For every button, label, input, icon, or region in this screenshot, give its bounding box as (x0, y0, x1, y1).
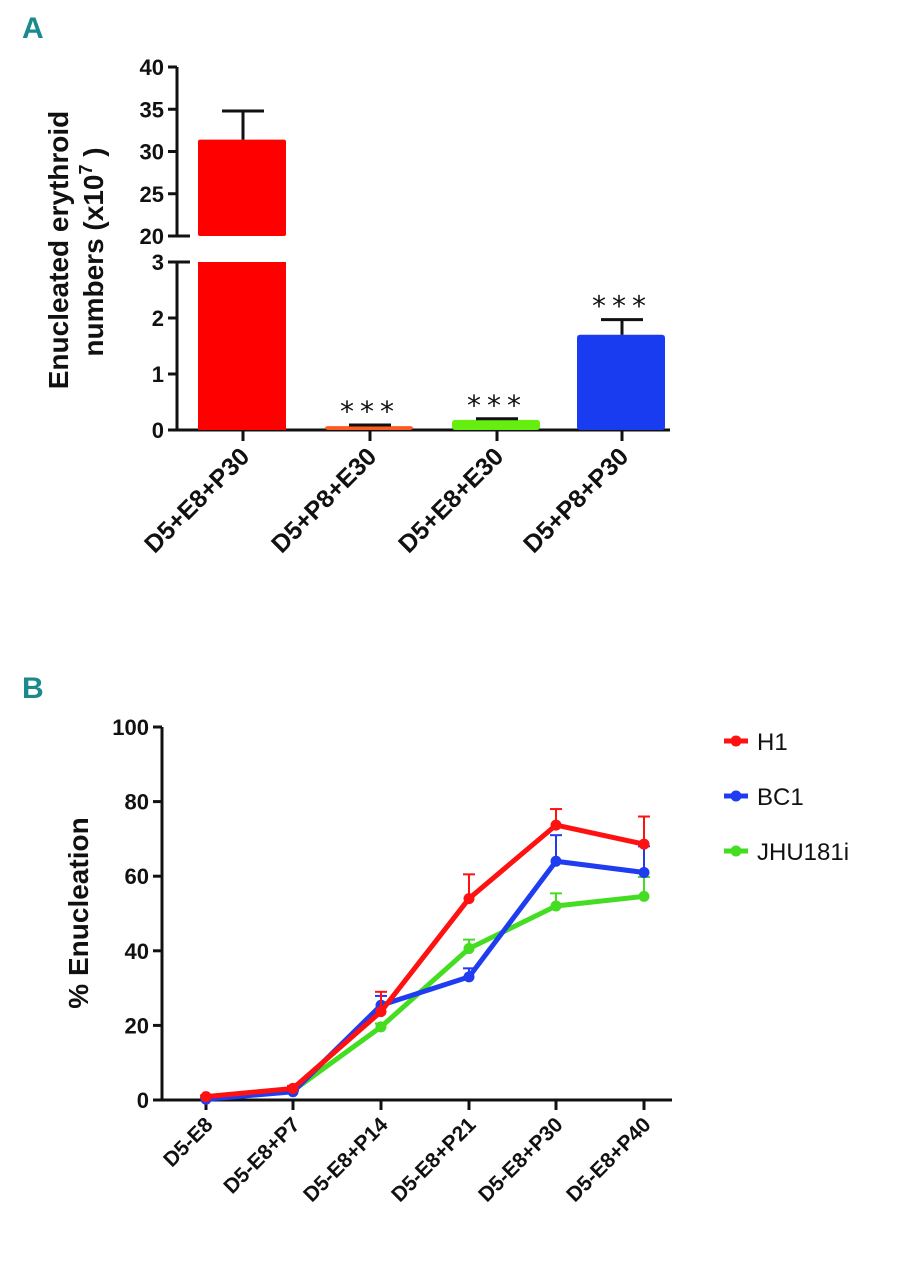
series-line-H1 (205, 822, 645, 1100)
y-tick-label: 1 (152, 362, 164, 387)
y-tick-label: 40 (125, 939, 149, 964)
y-tick-label: 80 (125, 790, 149, 815)
data-point-BC1 (638, 866, 650, 878)
x-tick-label: D5+P8+P30 (518, 442, 634, 558)
legend-label: H1 (757, 729, 788, 756)
legend-label: BC1 (757, 784, 804, 811)
series-line-BC1 (205, 858, 645, 1102)
x-tick-label: D5+P8+E30 (266, 442, 382, 558)
y-tick-label: 25 (140, 182, 164, 207)
y-axis-label-line2: numbers (x107 ) (76, 147, 109, 356)
legend-swatch-marker (730, 790, 742, 802)
x-tick-label: D5-E8+P30 (474, 1113, 567, 1206)
x-tick-label: D5-E8+P40 (562, 1113, 655, 1206)
y-tick-label: 35 (140, 97, 164, 122)
data-point-BC1 (550, 855, 562, 867)
x-tick-label: D5-E8 (159, 1113, 218, 1172)
data-point-JHU181i (550, 900, 562, 912)
series-line-JHU181i (205, 893, 645, 1101)
bar-upper-segment (198, 139, 286, 236)
y-axis-label-line1: Enucleated erythroid (43, 111, 74, 390)
legend-swatch-marker (730, 735, 742, 747)
data-point-BC1 (463, 971, 475, 983)
bar (577, 334, 665, 430)
data-point-H1 (287, 1082, 299, 1094)
y-tick-label: 20 (140, 224, 164, 249)
data-point-H1 (375, 1006, 387, 1018)
legend-label: JHU181i (757, 839, 849, 866)
legend-swatch-marker (730, 845, 742, 857)
x-tick-label: D5+E8+P30 (139, 442, 255, 558)
bar-lower-segment (198, 262, 286, 430)
y-tick-label: 3 (152, 250, 164, 275)
data-point-H1 (463, 893, 475, 905)
y-tick-label: 0 (152, 418, 164, 443)
bar (452, 419, 540, 430)
y-tick-label: 2 (152, 306, 164, 331)
y-tick-label: 30 (140, 140, 164, 165)
y-axis-label: % Enucleation (63, 817, 94, 1008)
significance-stars: *** (592, 290, 652, 323)
panel-label-a: A (22, 12, 44, 45)
y-tick-label: 0 (137, 1088, 149, 1113)
x-tick-label: D5+E8+E30 (393, 442, 509, 558)
y-tick-label: 40 (140, 55, 164, 80)
y-tick-label: 100 (112, 715, 149, 740)
data-point-H1 (200, 1091, 212, 1103)
data-point-H1 (550, 819, 562, 831)
panel-a-bar-chart: 20 25 30 35 40 0 1 2 3 Enucleated erythroid number… (43, 55, 670, 559)
bar (325, 426, 413, 430)
data-point-JHU181i (375, 1021, 387, 1033)
y-tick-label: 60 (125, 864, 149, 889)
x-tick-label: D5-E8+P7 (219, 1113, 304, 1198)
significance-stars: *** (340, 395, 400, 428)
data-point-H1 (638, 838, 650, 850)
x-tick-label: D5-E8+P14 (299, 1113, 393, 1207)
data-point-JHU181i (638, 890, 650, 902)
data-point-JHU181i (463, 943, 475, 955)
y-tick-label: 20 (125, 1013, 149, 1038)
panel-label-b: B (22, 672, 44, 705)
x-tick-label: D5-E8+P21 (387, 1113, 481, 1207)
significance-stars: *** (467, 389, 527, 422)
